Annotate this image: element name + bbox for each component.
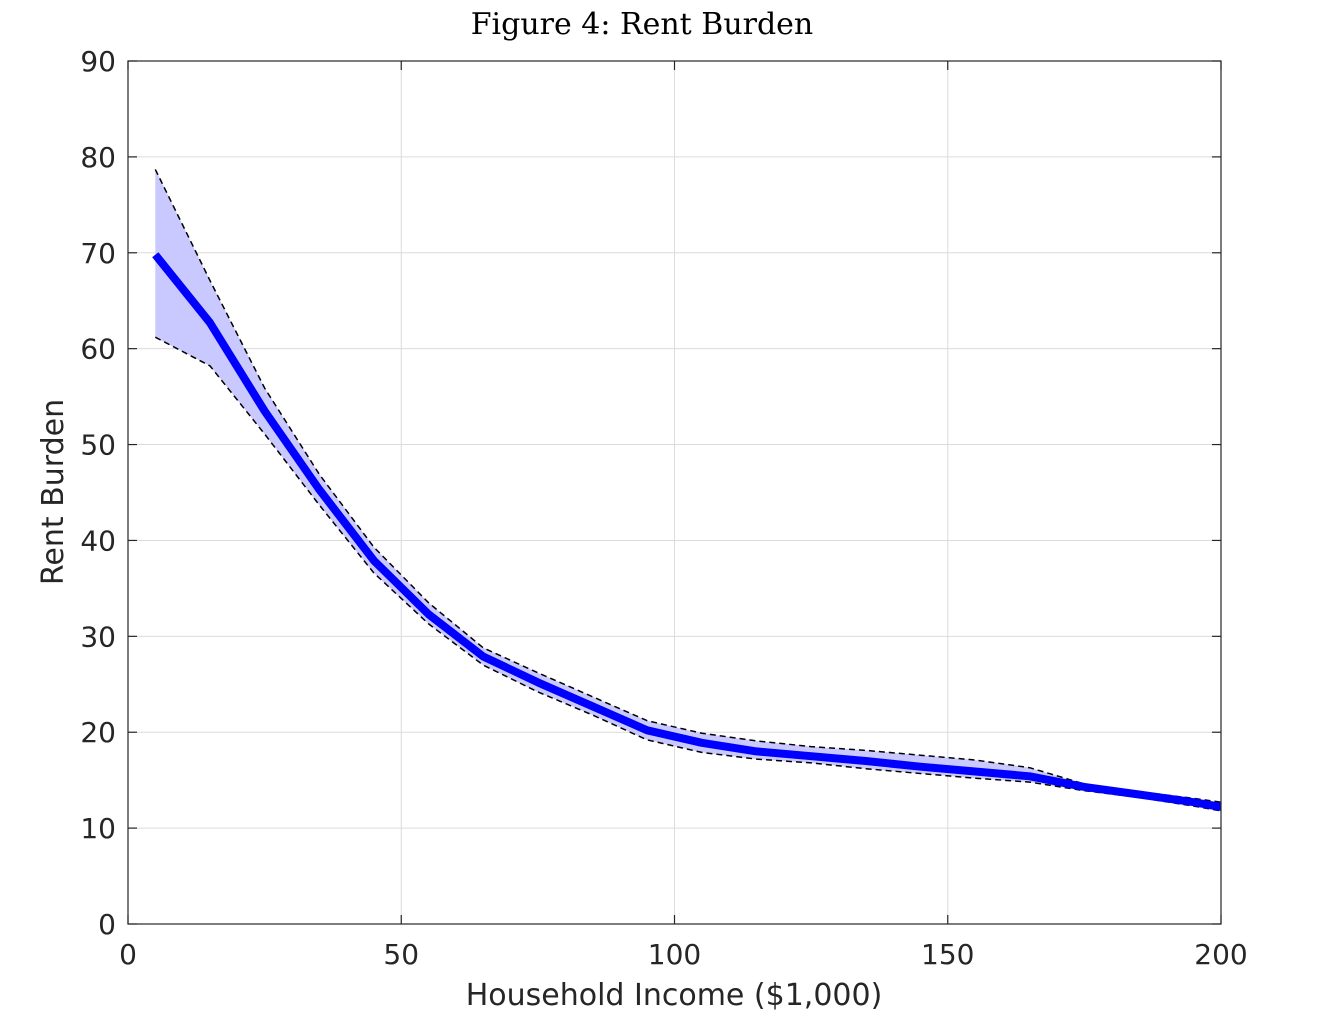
figure-title: Figure 4: Rent Burden [471, 7, 814, 42]
y-tick-label: 90 [80, 45, 116, 78]
x-axis-label: Household Income ($1,000) [466, 978, 883, 1013]
y-tick-label: 10 [80, 812, 116, 845]
y-tick-label: 30 [80, 620, 116, 653]
upper-bound-line [154, 169, 1222, 803]
y-axis-label: Rent Burden [36, 399, 71, 585]
y-tick-label: 60 [80, 333, 116, 366]
y-tick-label: 80 [80, 141, 116, 174]
x-tick-label: 0 [119, 938, 137, 971]
x-tick-label: 200 [1194, 938, 1247, 971]
y-tick-label: 0 [98, 908, 116, 941]
x-tick-label: 50 [383, 938, 419, 971]
y-tick-label: 50 [80, 429, 116, 462]
x-tick-label: 150 [921, 938, 974, 971]
y-tick-label: 70 [80, 237, 116, 270]
axis-ticks: 0 50 100 150 200 0 10 20 30 40 50 60 70 80 90 [80, 45, 1247, 971]
y-tick-label: 40 [80, 524, 116, 557]
x-tick-label: 100 [648, 938, 701, 971]
grid-lines [127, 60, 1222, 925]
y-tick-label: 20 [80, 716, 116, 749]
lower-bound-line [154, 336, 1222, 812]
estimate-line [152, 252, 1222, 811]
